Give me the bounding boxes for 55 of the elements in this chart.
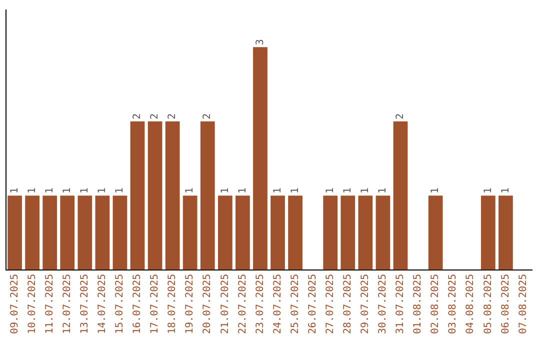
data-label: 1: [9, 188, 20, 194]
x-tick-label: 18.07.2025: [167, 274, 178, 334]
x-tick-label: 27.07.2025: [324, 274, 336, 334]
data-label: 2: [202, 113, 214, 120]
x-tick-label: 28.07.2025: [342, 274, 354, 334]
x-tick-label: 05.08.2025: [482, 274, 494, 334]
x-tick-label: 24.07.2025: [272, 274, 284, 334]
data-label: 1: [324, 188, 336, 194]
x-tick-label: 31.07.2025: [395, 274, 406, 334]
x-tick-label: 13.07.2025: [79, 274, 90, 334]
x-tick-label: 29.07.2025: [360, 274, 372, 334]
data-label: 1: [44, 188, 56, 194]
x-tick-label: 07.08.2025: [518, 274, 529, 334]
data-label: 1: [220, 188, 231, 194]
data-label: 1: [62, 188, 73, 194]
x-tick-label: 25.07.2025: [290, 274, 301, 334]
data-label: 1: [26, 188, 38, 194]
data-label: 1: [184, 188, 196, 194]
data-label: 1: [237, 188, 248, 194]
x-tick-label: 17.07.2025: [150, 274, 161, 334]
data-label: 1: [114, 188, 126, 194]
data-label: 1: [360, 188, 372, 194]
data-label: 1: [79, 188, 90, 194]
data-label: 2: [167, 113, 178, 120]
x-tick-label: 22.07.2025: [237, 274, 248, 334]
x-tick-label: 26.07.2025: [307, 274, 318, 334]
data-label: 1: [482, 188, 494, 194]
x-tick-label: 09.07.2025: [9, 274, 20, 334]
x-tick-label: 14.07.2025: [97, 274, 108, 334]
x-tick-label: 06.08.2025: [500, 274, 512, 334]
data-label: 2: [150, 113, 161, 120]
x-tick-label: 02.08.2025: [430, 274, 442, 334]
x-tick-label: 30.07.2025: [378, 274, 389, 334]
x-tick-label: 21.07.2025: [220, 274, 231, 334]
data-label: 1: [430, 188, 442, 194]
data-label: 1: [342, 188, 354, 194]
x-tick-label: 16.07.2025: [132, 274, 144, 334]
x-tick-label: 20.07.2025: [202, 274, 214, 334]
data-label: 1: [97, 188, 108, 194]
data-label: 2: [395, 113, 406, 120]
x-tick-label: 23.07.2025: [254, 274, 266, 334]
x-tick-label: 04.08.2025: [465, 274, 476, 334]
x-tick-label: 03.08.2025: [448, 274, 459, 334]
data-label: 3: [254, 39, 266, 46]
x-tick-label: 19.07.2025: [184, 274, 196, 334]
data-label: 1: [290, 188, 301, 194]
x-tick-label: 11.07.2025: [44, 274, 56, 334]
data-label: 1: [378, 188, 389, 194]
x-tick-label: 01.08.2025: [412, 274, 424, 334]
x-tick-label: 15.07.2025: [114, 274, 126, 334]
x-tick-label: 10.07.2025: [26, 274, 38, 334]
data-label: 2: [132, 113, 144, 120]
data-label: 1: [500, 188, 512, 194]
data-label: 1: [272, 188, 284, 194]
x-tick-label: 12.07.2025: [62, 274, 73, 334]
